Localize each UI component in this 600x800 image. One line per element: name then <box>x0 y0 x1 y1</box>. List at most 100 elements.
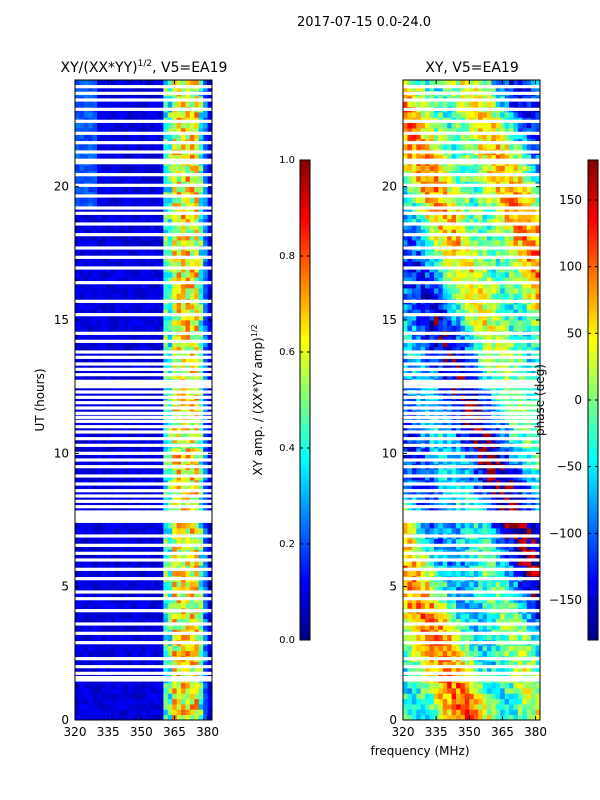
left-heatmap-cell <box>92 234 98 241</box>
right-heatmap-cell <box>429 645 435 652</box>
left-heatmap-cell <box>158 352 164 358</box>
left-heatmap-cell <box>136 234 142 241</box>
left-heatmap-cell <box>136 522 142 529</box>
right-heatmap-cell <box>451 624 457 630</box>
left-heatmap-cell <box>189 202 195 209</box>
left-heatmap-cell <box>172 661 178 668</box>
left-heatmap-cell <box>128 426 133 433</box>
flagged-row <box>75 150 212 154</box>
right-heatmap-cell <box>513 709 519 716</box>
left-heatmap-cell <box>119 288 125 294</box>
left-heatmap-cell <box>141 714 147 721</box>
right-heatmap-cell <box>469 714 475 721</box>
left-heatmap-cell <box>128 122 133 129</box>
left-heatmap-cell <box>185 666 191 673</box>
left-heatmap-cell <box>207 570 213 577</box>
flagged-row <box>75 390 212 394</box>
left-heatmap-cell <box>141 496 147 502</box>
right-heatmap-cell <box>522 586 528 593</box>
left-heatmap-cell <box>150 714 155 721</box>
left-heatmap-cell <box>185 709 191 716</box>
right-heatmap-cell <box>486 650 492 657</box>
left-heatmap-cell <box>198 277 204 284</box>
left-heatmap-cell <box>136 528 142 534</box>
left-heatmap-cell <box>75 288 80 294</box>
left-heatmap-cell <box>176 101 182 108</box>
left-heatmap-cell <box>83 688 89 694</box>
left-heatmap-cell <box>79 341 85 348</box>
right-heatmap-cell <box>500 522 506 529</box>
left-heatmap-cell <box>97 496 102 502</box>
left-heatmap-cell <box>198 570 204 577</box>
right-heatmap-cell <box>451 709 457 716</box>
flagged-row <box>75 458 212 462</box>
right-heatmap-cell <box>407 698 413 705</box>
left-heatmap-cell <box>181 320 186 326</box>
right-heatmap-cell <box>513 650 519 657</box>
left-heatmap-cell <box>163 688 169 694</box>
left-heatmap-cell <box>101 261 107 268</box>
left-heatmap-cell <box>119 144 125 150</box>
right-heatmap-cell <box>460 538 466 545</box>
left-heatmap-cell <box>194 570 200 577</box>
left-heatmap-cell <box>154 336 160 342</box>
right-heatmap-cell <box>486 613 492 620</box>
left-heatmap-cell <box>110 661 116 668</box>
right-heatmap-cell <box>425 634 430 641</box>
left-heatmap-cell <box>198 122 204 129</box>
right-heatmap-cell <box>513 570 519 577</box>
right-heatmap-cell <box>535 682 541 689</box>
right-heatmap-cell <box>460 618 466 625</box>
left-heatmap-cell <box>88 581 94 588</box>
right-heatmap-cell <box>526 704 532 710</box>
left-heatmap-cell <box>172 522 178 529</box>
left-heatmap-cell <box>114 490 120 497</box>
left-heatmap-cell <box>194 490 200 497</box>
left-heatmap-cell <box>132 250 138 257</box>
left-heatmap-cell <box>79 224 85 230</box>
left-heatmap-cell <box>114 592 120 598</box>
left-heatmap-cell <box>154 144 160 150</box>
left-heatmap-cell <box>141 490 147 497</box>
right-heatmap-cell <box>425 522 430 529</box>
left-heatmap-cell <box>150 250 155 257</box>
left-heatmap-cell <box>145 506 151 513</box>
left-heatmap-cell <box>136 122 142 129</box>
left-heatmap-cell <box>185 229 191 236</box>
left-heatmap-cell <box>203 346 208 353</box>
right-heatmap-cell <box>482 714 488 721</box>
right-heatmap-cell <box>522 602 528 609</box>
left-heatmap-cell <box>123 506 129 513</box>
left-heatmap-cell <box>158 202 164 209</box>
left-heatmap-cell <box>88 341 94 348</box>
right-heatmap-cell <box>460 682 466 689</box>
left-heatmap-cell <box>83 288 89 294</box>
left-heatmap-cell <box>114 618 120 625</box>
left-heatmap-cell <box>92 176 98 182</box>
right-heatmap-cell <box>482 602 488 609</box>
left-heatmap-cell <box>101 485 107 492</box>
left-heatmap-cell <box>79 469 85 476</box>
right-heatmap-cell <box>482 682 488 689</box>
left-heatmap-cell <box>176 560 182 566</box>
right-heatmap-cell <box>491 688 497 694</box>
right-heatmap-cell <box>531 592 536 598</box>
left-heatmap-cell <box>101 240 107 246</box>
left-heatmap-cell <box>136 288 142 294</box>
left-heatmap-cell <box>185 165 191 172</box>
left-heatmap-cell <box>163 224 169 230</box>
left-heatmap-cell <box>97 666 102 673</box>
left-heatmap-cell <box>110 341 116 348</box>
left-heatmap-cell <box>198 453 204 460</box>
left-heatmap-cell <box>154 581 160 588</box>
left-heatmap-cell <box>172 709 178 716</box>
left-heatmap-cell <box>75 154 80 161</box>
right-heatmap-cell <box>460 714 466 721</box>
left-heatmap-cell <box>136 645 142 652</box>
right-heatmap-cell <box>447 714 453 721</box>
left-heatmap-cell <box>194 250 200 257</box>
left-heatmap-cell <box>198 309 204 316</box>
right-heatmap-cell <box>420 592 426 598</box>
left-heatmap-cell <box>207 112 213 118</box>
right-heatmap-cell <box>517 688 523 694</box>
